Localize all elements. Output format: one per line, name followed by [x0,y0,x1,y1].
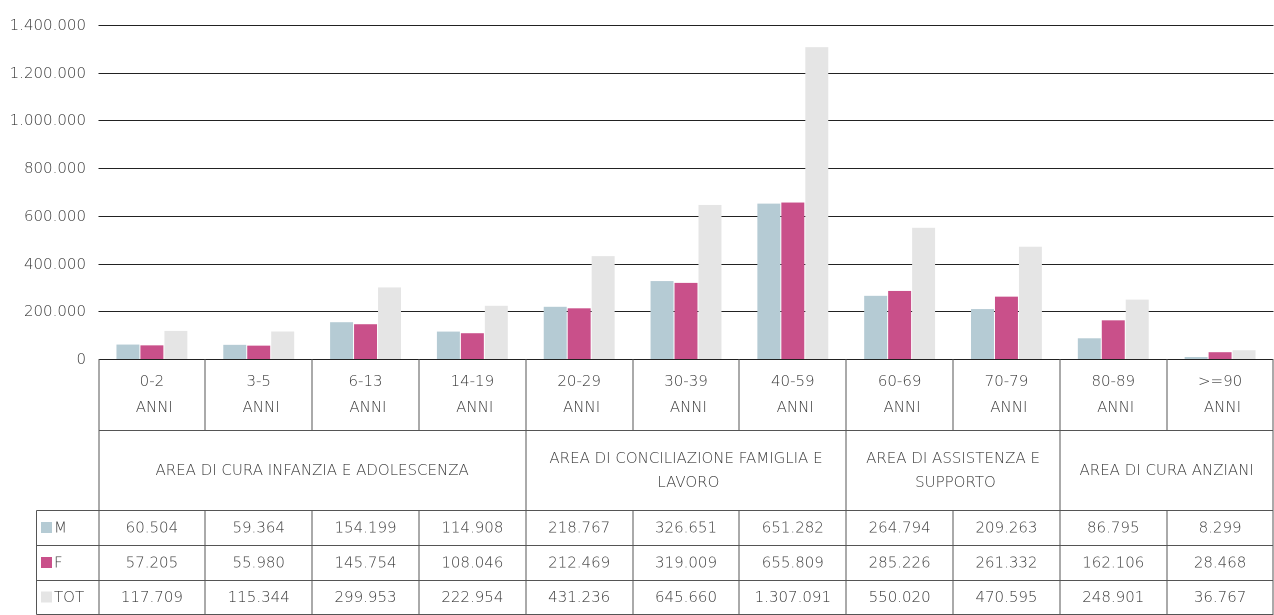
bar [1125,299,1149,359]
legend-swatch [41,591,52,603]
table-value: 28.468 [1194,554,1247,572]
bar [567,308,591,359]
bar [994,296,1018,359]
y-tick-label: 0 [76,350,86,368]
table-value: 222.954 [441,588,503,606]
y-tick-label: 1.200.000 [10,64,86,82]
table-value: 60.504 [126,519,179,537]
bar [1077,338,1101,359]
bar [116,344,140,359]
x-tick-label: 14-19 ANNI [451,372,495,416]
table-value: 470.595 [975,588,1037,606]
legend-label: TOT [54,588,84,606]
table-value: 326.651 [655,519,717,537]
group-label: AREA DI CONCILIAZIONE FAMIGLIA E LAVORO [549,449,822,491]
table-value: 655.809 [762,554,824,572]
x-tick-label: 40-59 ANNI [771,372,815,416]
table-value: 651.282 [762,519,824,537]
legend-label: M [54,519,67,537]
bar [247,345,271,359]
table-value: 550.020 [869,588,931,606]
table-value: 285.226 [869,554,931,572]
y-tick-label: 800.000 [24,159,86,177]
table-value: 209.263 [975,519,1037,537]
table-value: 117.709 [121,588,183,606]
bar [460,333,484,359]
bar [436,331,460,359]
table-value: 86.795 [1087,519,1140,537]
group-label: AREA DI CURA INFANZIA E ADOLESCENZA [156,461,469,479]
bar [781,202,805,359]
table-value: 218.767 [548,519,610,537]
table-value: 162.106 [1082,554,1144,572]
x-tick-label: 30-39 ANNI [664,372,708,416]
table-value: 115.344 [228,588,290,606]
x-tick-label: >=90 ANNI [1198,372,1242,416]
x-tick-label: 60-69 ANNI [878,372,922,416]
table-value: 1.307.091 [755,588,831,606]
table-value: 154.199 [335,519,397,537]
x-tick-label: 70-79 ANNI [985,372,1029,416]
y-tick-label: 400.000 [24,255,86,273]
bar [1232,350,1256,359]
table-value: 264.794 [869,519,931,537]
table-value: 145.754 [335,554,397,572]
table-value: 57.205 [126,554,179,572]
bar [1184,357,1208,359]
y-tick-label: 1.400.000 [10,16,86,34]
bar [543,306,567,359]
bar [650,281,674,359]
bar [223,344,247,359]
table-value: 431.236 [548,588,610,606]
table-value: 114.908 [441,519,503,537]
bar [757,203,781,359]
group-label: AREA DI CURA ANZIANI [1080,461,1254,479]
x-tick-label: 80-89 ANNI [1091,372,1135,416]
legend-label: F [54,554,63,572]
x-tick-label: 0-2 ANNI [131,372,173,416]
x-tick-label: 3-5 ANNI [238,372,280,416]
table-value: 299.953 [335,588,397,606]
bar [1018,246,1042,359]
bar [864,295,888,359]
bar [805,47,829,359]
legend-swatch [41,522,52,533]
bar [164,330,188,359]
bar [888,290,912,359]
bar [591,256,615,359]
bar [698,204,722,359]
bar [140,345,164,359]
bar [1208,352,1232,359]
table-value: 108.046 [441,554,503,572]
y-tick-label: 200.000 [24,302,86,320]
bar [1101,320,1125,359]
table-value: 55.980 [232,554,285,572]
bar [674,282,698,359]
x-tick-label: 6-13 ANNI [345,372,387,416]
legend-swatch [41,557,52,568]
bar [484,305,508,359]
bar [271,331,295,359]
table-value: 212.469 [548,554,610,572]
bar [971,309,994,359]
bar [378,287,401,359]
table-value: 645.660 [655,588,717,606]
table-value: 36.767 [1194,588,1247,606]
table-value: 59.364 [232,519,285,537]
bar [330,322,354,359]
x-tick-label: 20-29 ANNI [557,372,601,416]
y-tick-label: 600.000 [24,207,86,225]
table-value: 8.299 [1199,519,1242,537]
group-label: AREA DI ASSISTENZA E SUPPORTO [866,449,1040,491]
table-value: 261.332 [975,554,1037,572]
table-value: 319.009 [655,554,717,572]
table-value: 248.901 [1082,588,1144,606]
bar [354,324,378,359]
y-tick-label: 1.000.000 [10,111,86,129]
bar [912,227,936,359]
